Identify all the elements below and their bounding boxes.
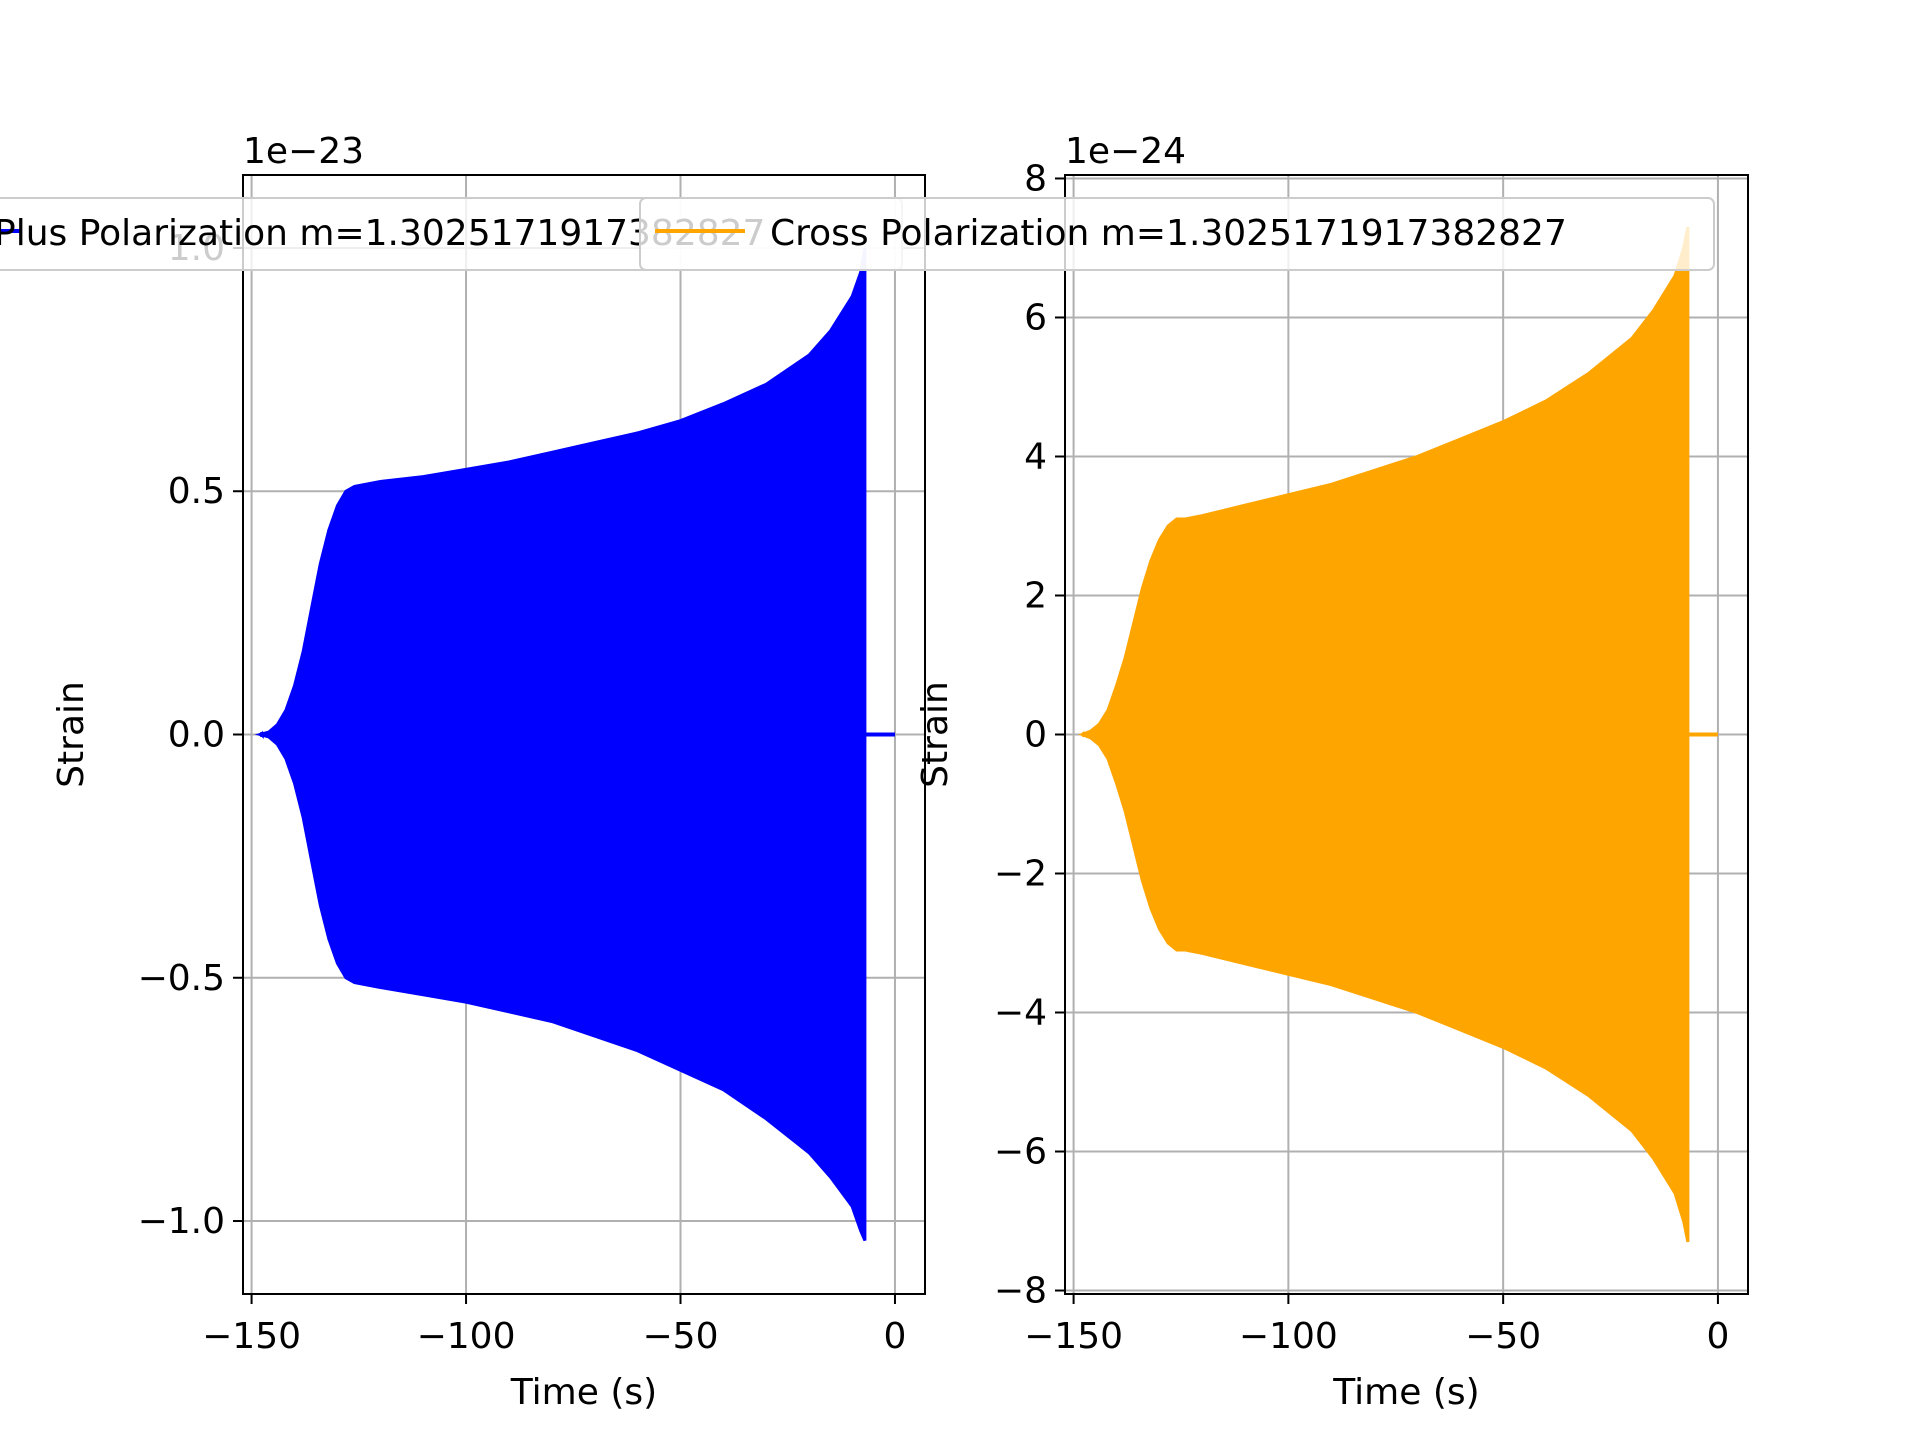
left-x-tick-label: −150 xyxy=(202,1316,301,1357)
right-y-tick-label: −4 xyxy=(994,993,1047,1034)
right-y-tick-label: −2 xyxy=(994,854,1047,895)
left-subplot: −150−100−500 −1.0−0.50.00.51.0 1e−23 Tim… xyxy=(51,131,926,1413)
left-y-tick-label: −0.5 xyxy=(138,958,225,999)
right-y-tick-label: −8 xyxy=(994,1271,1047,1312)
left-y-axis-label: Strain xyxy=(51,681,92,788)
left-x-axis-label: Time (s) xyxy=(510,1372,657,1413)
left-legend-label: Plus Polarization m=1.3025171917382827 xyxy=(0,213,765,254)
right-legend-box xyxy=(639,197,1715,271)
right-plot-area xyxy=(1078,226,1718,1243)
left-y-axis: −1.0−0.50.00.51.0 xyxy=(138,228,243,1242)
right-y-tick-label: 4 xyxy=(1024,436,1047,477)
right-x-tick-label: −100 xyxy=(1239,1316,1338,1357)
left-plot-area xyxy=(254,247,895,1242)
right-y-tick-label: 8 xyxy=(1024,158,1047,199)
right-y-axis: −8 −6 −4 −2 0 2 4 6 8 xyxy=(994,158,1065,1312)
right-y-tick-label: 2 xyxy=(1024,575,1047,616)
right-offset-text: 1e−24 xyxy=(1065,131,1186,172)
left-waveform-line xyxy=(259,247,866,1240)
right-y-axis-label: Strain xyxy=(915,681,956,788)
right-x-axis: −150 −100 −50 0 xyxy=(1024,1294,1729,1357)
right-y-tick-label: −6 xyxy=(994,1132,1047,1173)
right-y-tick-label: 6 xyxy=(1024,297,1047,338)
left-x-axis: −150 −100 −50 0 xyxy=(202,1294,906,1357)
right-legend-label: Cross Polarization m=1.3025171917382827 xyxy=(770,213,1567,254)
left-x-tick-label: 0 xyxy=(884,1316,907,1357)
left-x-tick-label: −50 xyxy=(643,1316,719,1357)
left-y-tick-label: 0.5 xyxy=(168,471,225,512)
left-offset-text: 1e−23 xyxy=(243,131,364,172)
right-y-tick-label: 0 xyxy=(1024,715,1047,756)
right-x-tick-label: −150 xyxy=(1024,1316,1123,1357)
left-y-tick-label: 0.0 xyxy=(168,715,225,756)
left-x-tick-label: −100 xyxy=(417,1316,516,1357)
right-legend: Cross Polarization m=1.3025171917382827 xyxy=(639,197,1715,271)
right-waveform-line xyxy=(1081,227,1689,1240)
right-x-tick-label: −50 xyxy=(1465,1316,1541,1357)
left-y-tick-label: −1.0 xyxy=(138,1201,225,1242)
right-x-axis-label: Time (s) xyxy=(1332,1372,1479,1413)
right-subplot: −150 −100 −50 0 −8 −6 −4 −2 0 2 4 6 8 1e−24 Time (s… xyxy=(915,131,1749,1413)
right-x-tick-label: 0 xyxy=(1706,1316,1729,1357)
